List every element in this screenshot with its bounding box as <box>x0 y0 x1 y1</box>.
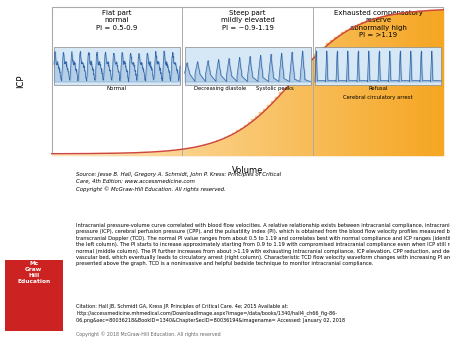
Text: Refusal: Refusal <box>368 86 388 91</box>
Bar <box>52 7 443 155</box>
Text: Flat part
normal
PI = 0.5-0.9: Flat part normal PI = 0.5-0.9 <box>96 10 138 31</box>
Bar <box>54 47 180 84</box>
Text: Volume: Volume <box>232 166 263 175</box>
Text: Decreasing diastole: Decreasing diastole <box>194 86 247 91</box>
Text: Cerebral circulatory arrest: Cerebral circulatory arrest <box>343 95 413 100</box>
Bar <box>4 260 63 331</box>
Bar <box>184 47 310 84</box>
Text: Normal: Normal <box>107 86 127 91</box>
Text: Exhausted compensatory
reserve
abnormally high
PI = >1.19: Exhausted compensatory reserve abnormall… <box>333 10 423 38</box>
Text: ICP: ICP <box>16 74 25 88</box>
Bar <box>315 47 441 84</box>
Text: Steep part
mildly elevated
PI = ~0.9-1.19: Steep part mildly elevated PI = ~0.9-1.1… <box>220 10 274 31</box>
Text: Intracranial pressure-volume curve correlated with blood flow velocities. A rela: Intracranial pressure-volume curve corre… <box>76 223 450 266</box>
Text: Citation: Hall JB, Schmidt GA, Kress JP. Principles of Critical Care. 4e; 2015 A: Citation: Hall JB, Schmidt GA, Kress JP.… <box>76 304 346 323</box>
Text: Mc
Graw
Hill
Education: Mc Graw Hill Education <box>17 261 50 284</box>
Text: Source: Jesse B. Hall, Gregory A. Schmidt, John P. Kress: Principles of Critical: Source: Jesse B. Hall, Gregory A. Schmid… <box>76 172 282 192</box>
Text: Systolic peaks: Systolic peaks <box>256 86 293 91</box>
Text: Copyright © 2018 McGraw-Hill Education. All rights reserved: Copyright © 2018 McGraw-Hill Education. … <box>76 331 221 337</box>
